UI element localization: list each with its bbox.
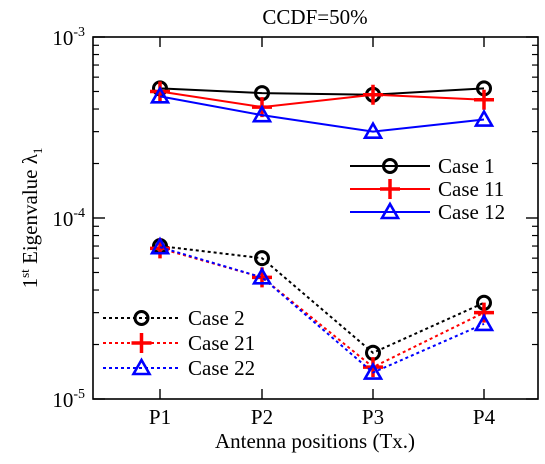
y-label-prefix: 1 — [18, 278, 42, 289]
y-tick-label: 10-5 — [52, 387, 85, 412]
data-point — [473, 108, 495, 127]
x-tick-label: P2 — [251, 405, 273, 429]
data-point — [149, 236, 171, 255]
data-point — [254, 250, 270, 267]
data-point — [362, 361, 384, 380]
y-label-sub: 1 — [30, 148, 45, 155]
legend-marker — [131, 357, 152, 376]
y-tick-exponent: -4 — [73, 206, 85, 221]
legend-label: Case 22 — [188, 356, 255, 380]
legend-marker — [380, 179, 400, 199]
y-label-sup: st — [17, 269, 32, 278]
data-point — [474, 302, 494, 323]
legend-marker — [382, 158, 398, 174]
series-case-12 — [149, 85, 495, 139]
data-point — [251, 104, 273, 123]
y-tick-exponent: -5 — [73, 387, 85, 402]
y-tick-label: 10-4 — [52, 206, 85, 231]
series-line — [159, 246, 485, 374]
series-line — [159, 90, 485, 109]
data-point — [362, 121, 384, 139]
y-tick-base: 10 — [52, 388, 73, 412]
series-layer — [149, 80, 495, 380]
data-point — [251, 266, 273, 285]
y-tick-base: 10 — [52, 26, 73, 50]
series-line — [159, 245, 485, 354]
series-case-11 — [150, 81, 494, 118]
y-axis-label: 1st Eigenvalue λ1 — [17, 148, 45, 289]
legend-marker — [131, 333, 152, 353]
x-tick-label: P3 — [362, 405, 384, 429]
data-point — [149, 85, 171, 104]
series-case-22 — [149, 236, 495, 380]
y-tick-label: 10-3 — [52, 25, 85, 50]
legend-marker — [133, 310, 150, 326]
x-tick-label: P4 — [473, 405, 496, 429]
data-point — [363, 84, 383, 105]
chart-title: CCDF=50% — [262, 5, 367, 29]
legend-label: Case 1 — [438, 154, 495, 178]
y-axis-ticks: 10-510-410-3 — [52, 25, 538, 412]
legend-label: Case 11 — [438, 177, 504, 201]
y-tick-exponent: -3 — [73, 25, 85, 40]
data-point — [474, 89, 494, 110]
series-line — [159, 95, 485, 133]
data-point — [473, 313, 495, 332]
y-label-symbol: λ — [18, 153, 42, 164]
legend-marker — [379, 201, 401, 220]
y-tick-base: 10 — [52, 207, 73, 231]
x-axis-label: Antenna positions (Tx.) — [215, 429, 415, 453]
legend-label: Case 21 — [188, 331, 255, 355]
legend-label: Case 2 — [188, 306, 245, 330]
data-point — [150, 81, 170, 102]
x-tick-label: P1 — [149, 405, 171, 429]
y-label-main: Eigenvalue — [18, 164, 42, 269]
legend-label: Case 12 — [438, 200, 505, 224]
series-line — [159, 87, 485, 96]
x-axis-ticks: P1 P2 P3 P4 — [149, 37, 496, 429]
